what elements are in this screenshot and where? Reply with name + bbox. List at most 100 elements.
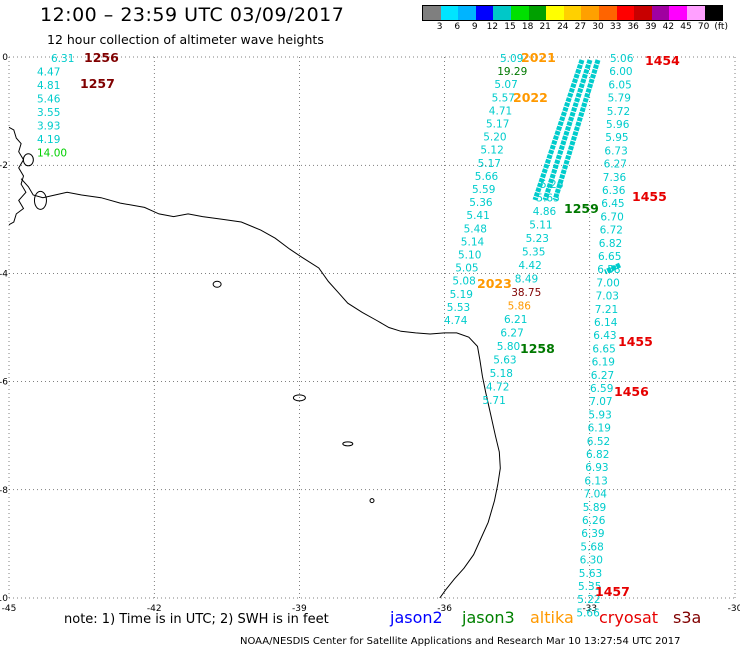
swh-observation: 5.22 — [577, 594, 600, 606]
swh-observation: 5.17 — [478, 158, 501, 170]
legend-swatch — [528, 6, 547, 20]
swh-observation: 5.36 — [469, 197, 493, 209]
credit-line: NOAA/NESDIS Center for Satellite Applica… — [240, 636, 681, 647]
legend-swatch — [616, 6, 635, 20]
pass-time-label: 2022 — [513, 90, 548, 105]
swh-observation: 5.41 — [466, 210, 489, 222]
swh-observation: 4.74 — [444, 315, 468, 327]
island — [212, 280, 222, 288]
swh-observation: 4.71 — [489, 105, 512, 117]
legend-label: (ft) — [714, 22, 728, 32]
swh-observation: 6.39 — [581, 528, 604, 540]
swh-observation: 6.82 — [599, 238, 622, 250]
legend-swatch — [493, 6, 511, 20]
swh-observation: 14.00 — [37, 148, 67, 160]
swh-observation: 6.65 — [598, 251, 621, 263]
swh-observation: 5.17 — [486, 119, 509, 131]
legend-label: 6 — [454, 22, 461, 32]
x-tick-label: -39 — [292, 604, 307, 614]
legend-swatch — [669, 6, 687, 20]
swh-observation: 5.20 — [483, 132, 506, 144]
swh-observation: 6.00 — [609, 66, 632, 78]
satellite-track — [552, 59, 601, 201]
swh-observation: 5.53 — [447, 302, 470, 314]
swh-observation: 5.71 — [482, 395, 505, 407]
map-subtitle: 12 hour collection of altimeter wave hei… — [47, 32, 324, 47]
swh-observation: 19.29 — [497, 66, 527, 78]
legend-label: 70 — [697, 22, 710, 32]
island — [292, 394, 306, 402]
swh-observation: 5.08 — [452, 276, 475, 288]
legend-swatch — [423, 6, 441, 20]
swh-observation: 5.80 — [497, 341, 520, 353]
satellite-legend-jason2: jason2 — [390, 608, 443, 627]
legend-swatch — [634, 6, 652, 20]
swh-observation: 4.19 — [37, 134, 60, 146]
swh-observation: 7.00 — [596, 277, 619, 289]
island — [342, 441, 354, 447]
coastline — [20, 178, 501, 599]
footer-note: note: 1) Time is in UTC; 2) SWH is in fe… — [64, 612, 329, 627]
swh-observation: 5.10 — [458, 250, 481, 262]
pass-time-label: 2023 — [477, 276, 512, 291]
x-tick-label: -36 — [437, 604, 452, 614]
swh-observation: 5.63 — [579, 568, 602, 580]
y-tick-label: -2 — [0, 161, 8, 171]
swh-observation: 5.48 — [464, 223, 487, 235]
swh-observation: 5.93 — [588, 409, 611, 421]
swh-observation: 5.66 — [475, 171, 499, 183]
y-tick-label: -4 — [0, 269, 8, 279]
swh-observation: 5.23 — [526, 233, 549, 245]
pass-time-label: 1456 — [614, 384, 649, 399]
swh-observation: 6.70 — [600, 211, 623, 223]
satellite-track — [532, 59, 585, 201]
pass-time-label: 2021 — [521, 50, 556, 65]
legend-swatch — [510, 6, 529, 20]
legend-label: 24 — [557, 22, 569, 32]
swh-observation: 7.21 — [595, 304, 618, 316]
legend-swatch — [458, 6, 476, 20]
island — [22, 153, 34, 167]
swh-observation: 5.65 — [536, 193, 559, 205]
swh-observation: 6.36 — [602, 185, 626, 197]
legend-swatch — [598, 6, 617, 20]
swh-observation: 6.26 — [582, 515, 606, 527]
swh-observation: 6.19 — [592, 357, 615, 369]
swh-observation: 4.72 — [486, 382, 509, 394]
legend-swatch — [704, 6, 723, 20]
swh-observation: 5.59 — [472, 184, 495, 196]
swh-observation: 5.96 — [606, 119, 630, 131]
legend-label: 3 — [436, 22, 443, 32]
legend-label: 21 — [539, 22, 551, 32]
coastline-west — [8, 126, 27, 226]
pass-time-label: 1454 — [645, 53, 680, 68]
swh-observation: 6.58 — [597, 264, 620, 276]
swh-observation: 6.27 — [604, 159, 627, 171]
satellite-track — [603, 262, 622, 275]
pass-time-label: 1457 — [595, 584, 630, 599]
swh-observation: 5.68 — [580, 541, 603, 553]
swh-observation: 5.35 — [578, 581, 601, 593]
swh-observation: 5.05 — [455, 263, 478, 275]
island — [33, 190, 47, 210]
legend-label: 33 — [609, 22, 622, 32]
legend-label: 36 — [627, 22, 639, 32]
satellite-legend-jason3: jason3 — [462, 608, 515, 627]
pass-time-label: 1455 — [632, 189, 667, 204]
swh-observation: 6.30 — [580, 555, 603, 567]
swh-observation: 5.79 — [608, 93, 631, 105]
swh-observation: 5.46 — [37, 94, 61, 106]
legend-label: 18 — [521, 22, 534, 32]
legend-label: 27 — [574, 22, 587, 32]
swh-observation: 5.19 — [450, 289, 473, 301]
pass-time-label: 1259 — [564, 201, 599, 216]
swh-observation: 5.57 — [492, 92, 515, 104]
satellite-track — [542, 59, 593, 201]
x-tick-label: -30 — [728, 604, 740, 614]
color-scale-legend — [422, 5, 724, 21]
swh-observation: 5.89 — [583, 502, 606, 514]
swh-observation: 6.27 — [591, 370, 614, 382]
y-tick-label: 0 — [2, 53, 8, 63]
swh-observation: 8.49 — [515, 274, 538, 286]
swh-observation: 5.14 — [461, 236, 485, 248]
